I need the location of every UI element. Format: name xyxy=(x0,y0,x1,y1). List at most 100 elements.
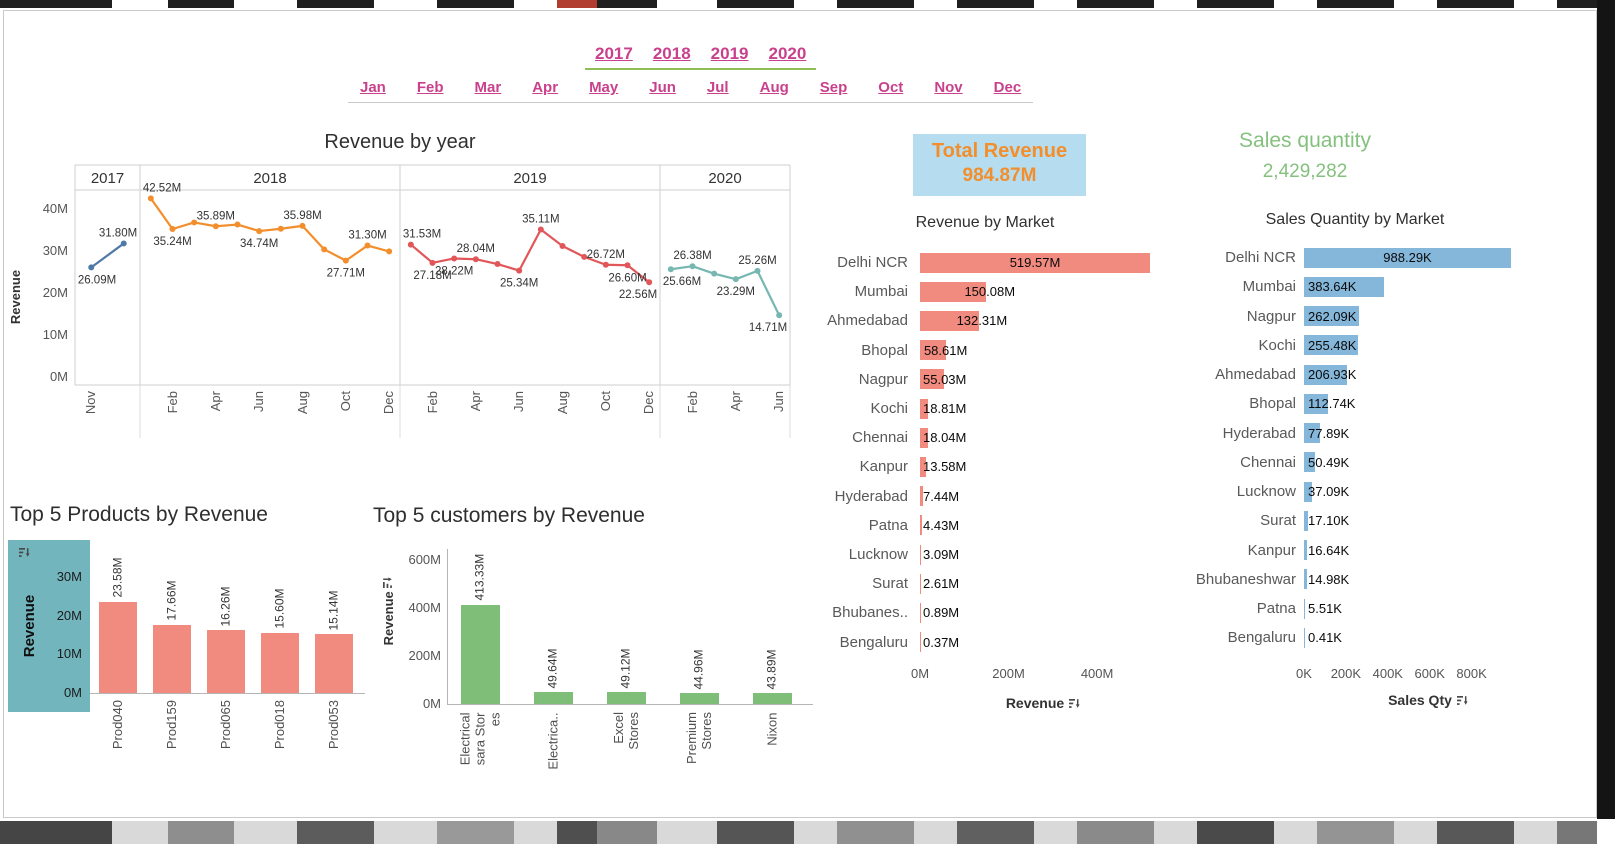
point-2018-Feb[interactable] xyxy=(169,225,176,232)
bar-Ahmedabad[interactable] xyxy=(920,310,979,331)
month-filter-Aug[interactable]: Aug xyxy=(759,79,789,96)
browser-tab-fragment[interactable] xyxy=(597,0,657,8)
browser-tab-fragment[interactable] xyxy=(557,0,597,8)
taskbar-item[interactable] xyxy=(1437,821,1514,844)
point-2018-May[interactable] xyxy=(234,221,241,228)
year-filter-2018[interactable]: 2018 xyxy=(652,44,691,63)
bar-Bhopal[interactable] xyxy=(1304,393,1328,414)
point-2017-Nov[interactable] xyxy=(88,264,95,271)
products-y-axis-block[interactable] xyxy=(8,540,90,712)
taskbar-item[interactable] xyxy=(1077,821,1154,844)
y-axis-title[interactable]: Revenue xyxy=(21,594,38,658)
point-2020-Feb[interactable] xyxy=(689,263,696,270)
bar-Surat[interactable] xyxy=(920,573,922,594)
bar-Delhi NCR[interactable] xyxy=(1304,247,1512,268)
line-2018[interactable] xyxy=(149,197,390,262)
taskbar-item[interactable] xyxy=(597,821,657,844)
bar-Electrical sara Stores[interactable] xyxy=(460,604,500,704)
point-2018-Jan[interactable] xyxy=(147,195,154,202)
point-2020-Mar[interactable] xyxy=(711,270,718,277)
bar-Hyderabad[interactable] xyxy=(1304,423,1321,443)
bar-Premium Stores[interactable] xyxy=(679,693,719,704)
point-2020-May[interactable] xyxy=(754,267,761,274)
bar-Nagpur[interactable] xyxy=(1304,306,1359,326)
bar-Bhubanes..[interactable] xyxy=(920,602,921,623)
bar-Kochi[interactable] xyxy=(920,398,929,419)
taskbar-item[interactable] xyxy=(1317,821,1394,844)
browser-tab-fragment[interactable] xyxy=(1317,0,1394,8)
taskbar-item[interactable] xyxy=(168,821,234,844)
browser-tab-fragment[interactable] xyxy=(957,0,1034,8)
year-filter-2017[interactable]: 2017 xyxy=(595,44,633,63)
month-filter-Apr[interactable]: Apr xyxy=(532,79,559,96)
bar-Excel Stores[interactable] xyxy=(606,692,646,704)
bar-Delhi NCR[interactable] xyxy=(920,252,1150,273)
month-filter-Jun[interactable]: Jun xyxy=(649,79,676,96)
taskbar-item[interactable] xyxy=(1557,821,1597,844)
point-2019-Feb[interactable] xyxy=(429,259,436,266)
point-2019-Nov[interactable] xyxy=(624,262,631,269)
point-2019-Sep[interactable] xyxy=(581,253,588,260)
point-2018-Oct[interactable] xyxy=(342,257,349,264)
browser-tab-fragment[interactable] xyxy=(0,0,112,8)
point-2019-Jan[interactable] xyxy=(407,241,414,248)
point-2019-Jul[interactable] xyxy=(537,226,544,233)
bar-Surat[interactable] xyxy=(1304,510,1308,531)
bar-Nixon[interactable] xyxy=(752,693,792,704)
bar-Chennai[interactable] xyxy=(1304,452,1315,473)
browser-tab-fragment[interactable] xyxy=(837,0,914,8)
browser-tab-fragment[interactable] xyxy=(168,0,234,8)
taskbar-item[interactable] xyxy=(837,821,914,844)
month-filter-Nov[interactable]: Nov xyxy=(934,79,963,96)
bar-Ahmedabad[interactable] xyxy=(1304,364,1348,385)
browser-tab-fragment[interactable] xyxy=(1557,0,1597,8)
bar-Kanpur[interactable] xyxy=(920,456,926,477)
bar-Mumbai[interactable] xyxy=(1304,276,1385,297)
sort-icon[interactable] xyxy=(1456,693,1468,709)
taskbar-item[interactable] xyxy=(717,821,794,844)
month-filter-Jan[interactable]: Jan xyxy=(360,79,386,96)
point-2017-Dec[interactable] xyxy=(120,240,127,247)
bar-Mumbai[interactable] xyxy=(920,281,987,302)
point-2019-Dec[interactable] xyxy=(646,279,653,286)
point-2018-Apr[interactable] xyxy=(212,223,219,230)
line-2020[interactable] xyxy=(670,265,781,316)
bar-Nagpur[interactable] xyxy=(920,369,945,390)
bar-Kanpur[interactable] xyxy=(1304,540,1308,560)
bar-Prod018[interactable] xyxy=(261,632,299,693)
month-filter-Jul[interactable]: Jul xyxy=(706,79,729,96)
bar-Lucknow[interactable] xyxy=(1304,481,1312,502)
month-filter-Feb[interactable]: Feb xyxy=(416,79,444,96)
browser-tab-fragment[interactable] xyxy=(297,0,374,8)
browser-tab-fragment[interactable] xyxy=(437,0,514,8)
taskbar-item[interactable] xyxy=(1197,821,1274,844)
point-2018-Dec[interactable] xyxy=(386,248,393,255)
month-filter-May[interactable]: May xyxy=(589,79,619,96)
month-filter-Dec[interactable]: Dec xyxy=(993,79,1022,96)
bar-Bengaluru[interactable] xyxy=(1304,627,1305,648)
sort-icon[interactable] xyxy=(1069,696,1080,712)
point-2018-Aug[interactable] xyxy=(299,222,306,229)
month-filter-Oct[interactable]: Oct xyxy=(878,79,904,96)
browser-tab-fragment[interactable] xyxy=(717,0,794,8)
bar-Patna[interactable] xyxy=(1304,598,1306,619)
line-2017[interactable] xyxy=(90,242,125,269)
month-filter-Sep[interactable]: Sep xyxy=(819,79,848,96)
point-2020-Apr[interactable] xyxy=(732,276,739,283)
taskbar-item[interactable] xyxy=(297,821,374,844)
bar-Kochi[interactable] xyxy=(1304,335,1358,356)
year-filter-2019[interactable]: 2019 xyxy=(710,44,749,63)
browser-tab-fragment[interactable] xyxy=(1437,0,1514,8)
bar-Hyderabad[interactable] xyxy=(920,486,924,507)
taskbar-item[interactable] xyxy=(437,821,514,844)
bar-Patna[interactable] xyxy=(920,515,922,536)
bar-Chennai[interactable] xyxy=(920,427,928,448)
taskbar-item[interactable] xyxy=(957,821,1034,844)
point-2018-Mar[interactable] xyxy=(191,219,198,226)
point-2019-Oct[interactable] xyxy=(602,261,609,268)
line-2019[interactable] xyxy=(410,228,650,284)
point-2019-Aug[interactable] xyxy=(559,242,566,249)
point-2019-Apr[interactable] xyxy=(472,256,479,263)
point-2019-May[interactable] xyxy=(494,261,501,268)
bar-Electrica..[interactable] xyxy=(533,692,573,704)
